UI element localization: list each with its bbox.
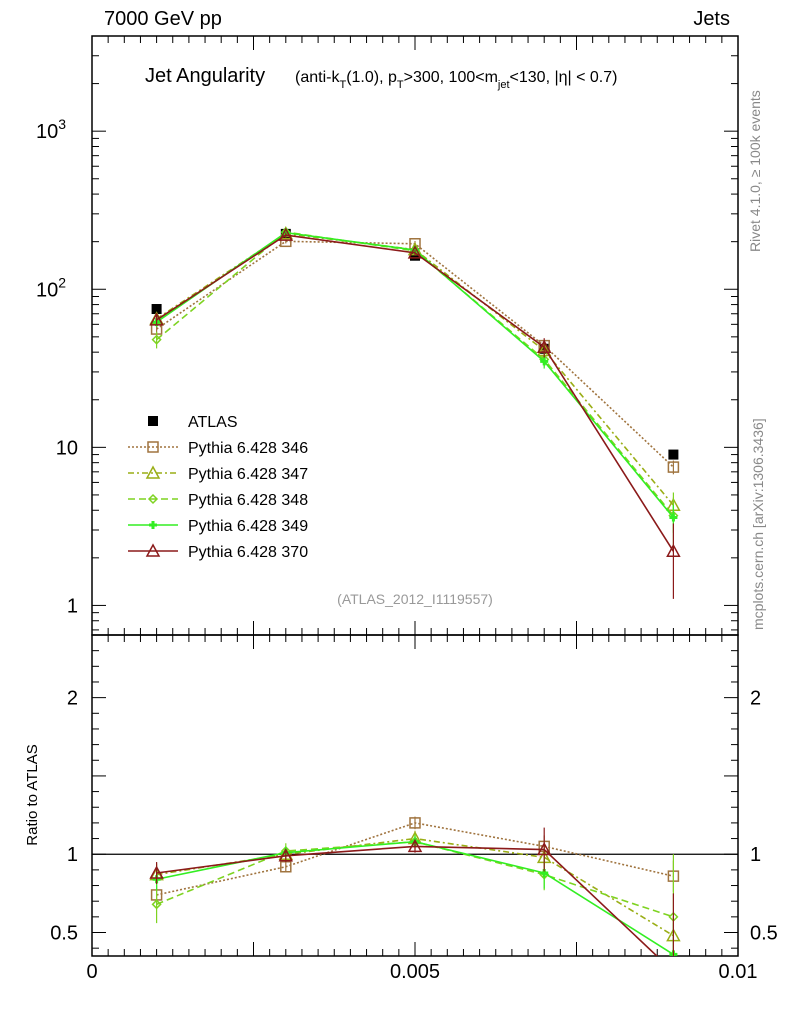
- main-series: [149, 226, 681, 599]
- ratio-y-tick-label-right: 2: [750, 688, 761, 710]
- legend-marker: [147, 493, 159, 505]
- legend-item: Pythia 6.428 370: [128, 543, 308, 561]
- mcplots-reference-label: mcplots.cern.ch [arXiv:1306.3436]: [750, 418, 766, 630]
- data-point: [669, 513, 678, 522]
- legend-item: Pythia 6.428 346: [128, 440, 308, 457]
- legend-marker: [148, 416, 158, 426]
- analysis-watermark: (ATLAS_2012_I1119557): [337, 591, 493, 607]
- y-tick-label: 103: [36, 116, 66, 143]
- series-pythia-6-428-346: [150, 816, 680, 905]
- legend-label: ATLAS: [188, 414, 238, 431]
- tick-labels: 0 0.005 0.01 1 10 102 103 0.5 0.5 1 1 2 2: [36, 116, 778, 983]
- header-category: Jets: [693, 8, 730, 30]
- data-point: [666, 543, 681, 558]
- ratio-y-tick-label: 1: [67, 844, 78, 866]
- legend-marker: [147, 441, 159, 453]
- data-point: [151, 304, 162, 315]
- x-tick-label: 0: [86, 961, 97, 983]
- data-point: [668, 449, 679, 460]
- ratio-y-tick-label: 2: [67, 688, 78, 710]
- series-pythia-6-428-370: [149, 827, 679, 977]
- ratio-plot-frame: [91, 634, 739, 957]
- ratio-y-tick-label: 0.5: [50, 923, 78, 945]
- x-tick-label: 0.01: [719, 961, 758, 983]
- data-point: [149, 865, 164, 879]
- legend-item: Pythia 6.428 349: [128, 518, 308, 535]
- legend-item: Pythia 6.428 348: [128, 492, 308, 509]
- legend-label: Pythia 6.428 349: [188, 518, 308, 535]
- ratio-y-axis-label: Ratio to ATLAS: [24, 744, 41, 845]
- y-tick-label: 1: [67, 595, 78, 617]
- data-point: [407, 245, 423, 259]
- chart-title: Jet Angularity: [145, 65, 265, 87]
- header-energy: 7000 GeV pp: [104, 8, 222, 30]
- series-line: [156, 837, 674, 937]
- ratio-y-tick-label-right: 0.5: [750, 923, 778, 945]
- legend-item: ATLAS: [148, 414, 238, 431]
- legend-label: Pythia 6.428 348: [188, 492, 308, 509]
- y-tick-label: 102: [36, 274, 66, 301]
- legend-label: Pythia 6.428 370: [188, 544, 308, 561]
- x-tick-label: 0.005: [390, 961, 440, 983]
- data-point: [151, 334, 162, 345]
- legend: ATLAS Pythia 6.428 346 Pythia 6.428 347 Pyt…: [128, 414, 308, 561]
- chart-subtitle: (anti-kT(1.0), pT>300, 100<mjet<130, |η|…: [295, 69, 617, 91]
- ratio-y-tick-label-right: 1: [750, 844, 761, 866]
- data-point: [278, 848, 294, 862]
- legend-marker: [149, 521, 157, 529]
- data-point: [540, 357, 549, 366]
- data-point: [407, 838, 423, 853]
- legend-marker: [145, 465, 161, 479]
- data-point: [667, 966, 679, 977]
- data-point: [151, 899, 162, 910]
- data-point: [536, 339, 552, 353]
- data-point: [278, 227, 294, 241]
- series-pythia-6-428-349: [152, 228, 678, 533]
- axis-ticks: [91, 35, 739, 956]
- legend-item: Pythia 6.428 347: [128, 465, 308, 483]
- ratio-series: [149, 816, 681, 977]
- legend-marker: [145, 543, 161, 557]
- legend-label: Pythia 6.428 346: [188, 440, 308, 457]
- data-point: [149, 312, 164, 326]
- data-point: [409, 817, 421, 829]
- legend-label: Pythia 6.428 347: [188, 466, 308, 483]
- y-tick-label: 10: [56, 437, 78, 459]
- data-point: [667, 461, 680, 473]
- data-point: [536, 841, 552, 856]
- rivet-version-label: Rivet 4.1.0, ≥ 100k events: [747, 90, 763, 252]
- series-pythia-6-428-370: [149, 227, 681, 599]
